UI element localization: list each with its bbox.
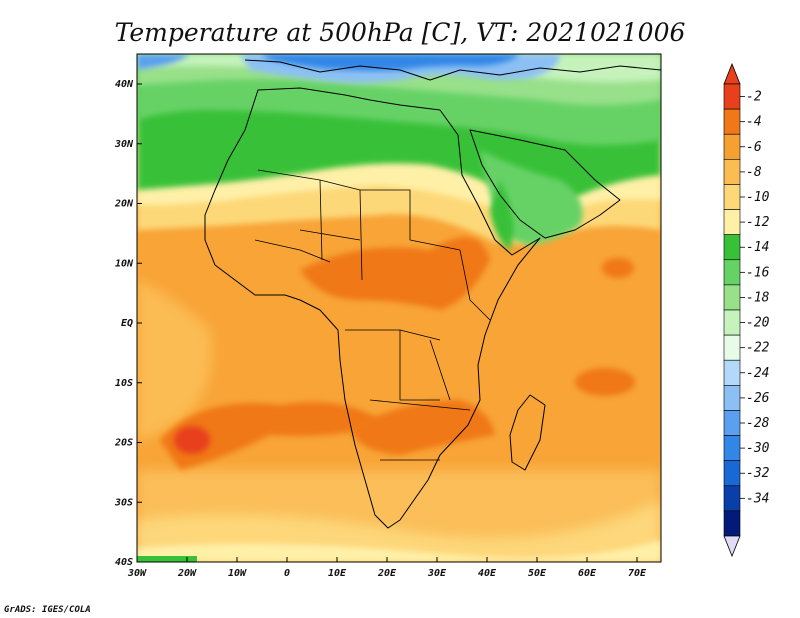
longitude-axis: 30W 20W 10W 0 10E 20E 30E 40E 50E 60E 70E bbox=[127, 557, 647, 579]
colorbar-label: -8 bbox=[746, 165, 762, 180]
lon-tick-label: 70E bbox=[628, 568, 647, 579]
lon-tick-label: 30W bbox=[127, 568, 147, 579]
lon-tick-label: 30E bbox=[427, 568, 447, 579]
lat-tick-label: 10N bbox=[115, 258, 134, 269]
colorbar-swatch bbox=[723, 485, 741, 512]
colorbar-label: -34 bbox=[746, 491, 769, 506]
africa-coastline bbox=[204, 87, 541, 529]
colorbar-label: -16 bbox=[746, 265, 770, 280]
lat-tick-label: 20S bbox=[114, 438, 133, 449]
lat-tick-label: 30S bbox=[114, 497, 133, 508]
chart-title: Temperature at 500hPa [C], VT: 202102100… bbox=[115, 18, 686, 47]
lon-tick-label: 10E bbox=[328, 568, 347, 579]
colorbar-label: -20 bbox=[746, 316, 770, 331]
field-north-darkblue bbox=[260, 54, 520, 71]
field-hot-atlantic bbox=[160, 402, 380, 470]
colorbar-swatch bbox=[723, 510, 741, 537]
colorbar-label: -26 bbox=[746, 391, 770, 406]
field-hot-southern-africa bbox=[350, 400, 495, 455]
colorbar-swatch bbox=[723, 410, 741, 436]
colorbar-label: -22 bbox=[746, 341, 770, 356]
lat-tick-label: 10S bbox=[115, 378, 133, 389]
colorbar-over-triangle bbox=[723, 62, 741, 85]
colorbar-swatch bbox=[723, 284, 741, 311]
field-south-paler bbox=[137, 540, 661, 562]
colorbar-label: -30 bbox=[746, 441, 770, 456]
arabia-outline bbox=[469, 129, 621, 239]
colorbar-label: -12 bbox=[746, 215, 770, 230]
colorbar-swatch bbox=[723, 234, 741, 261]
field-west-cool bbox=[137, 280, 212, 440]
map-frame bbox=[136, 53, 662, 563]
lon-tick-label: 50E bbox=[528, 568, 547, 579]
colorbar-swatch bbox=[723, 83, 741, 110]
colorbar-label: -10 bbox=[746, 190, 770, 205]
colorbar-swatch bbox=[723, 309, 741, 336]
lon-tick-label: 60E bbox=[578, 568, 597, 579]
colorbar-under-triangle bbox=[723, 535, 741, 558]
coastlines bbox=[204, 59, 661, 529]
colorbar-label: -18 bbox=[746, 290, 770, 305]
field-hot-indian-ocean bbox=[602, 258, 634, 278]
map-panel bbox=[137, 54, 661, 562]
colorbar-swatch bbox=[723, 159, 741, 185]
colorbar-swatch bbox=[723, 133, 741, 160]
colorbar-swatch bbox=[723, 108, 741, 135]
europe-coastline bbox=[244, 59, 661, 81]
field-hot-east-africa bbox=[300, 237, 490, 310]
colorbar-label: -6 bbox=[746, 140, 762, 155]
colorbar-swatch bbox=[723, 435, 741, 461]
colorbar-swatch bbox=[723, 385, 741, 411]
lon-tick-label: 40E bbox=[478, 568, 497, 579]
madagascar-outline bbox=[509, 394, 546, 471]
lat-tick-label: 30N bbox=[114, 139, 134, 150]
lon-tick-label: 0 bbox=[284, 568, 290, 579]
field-hot-madagascar-east bbox=[575, 368, 635, 396]
grads-credit: GrADS: IGES/COLA bbox=[4, 605, 91, 615]
lon-tick-label: 20E bbox=[377, 568, 397, 579]
field-redsea-green bbox=[490, 180, 514, 250]
lon-tick-label: 10W bbox=[228, 568, 247, 579]
colorbar-swatch bbox=[723, 334, 741, 361]
lat-tick-label: EQ bbox=[121, 318, 133, 329]
colorbar-label: -28 bbox=[746, 416, 770, 431]
lon-tick-label: 20W bbox=[177, 568, 197, 579]
colorbar-swatch bbox=[723, 184, 741, 210]
colorbar-swatch bbox=[723, 259, 741, 286]
colorbar-label: -14 bbox=[746, 240, 769, 255]
colorbar: -2 -4 -6 -8 -10 -12 -14 -16 -18 -20 -22 -24 -26 -28 -3… bbox=[723, 62, 770, 558]
colorbar-swatch bbox=[723, 359, 741, 386]
lat-tick-label: 40S bbox=[115, 557, 133, 568]
internal-borders bbox=[254, 169, 491, 461]
field-hot-atlantic-core bbox=[174, 426, 210, 454]
latitude-axis: 40N 30N 20N 10N EQ 10S 20S 30S 40S bbox=[114, 79, 142, 568]
colorbar-label: -32 bbox=[746, 466, 770, 481]
field-northwest-blue bbox=[137, 54, 190, 70]
colorbar-swatch bbox=[723, 460, 741, 487]
colorbar-label: -4 bbox=[746, 115, 762, 130]
colorbar-label: -24 bbox=[746, 366, 769, 381]
colorbar-label: -2 bbox=[746, 90, 762, 105]
colorbar-swatch bbox=[723, 209, 741, 235]
lat-tick-label: 20N bbox=[114, 199, 134, 210]
field-south-green-edge bbox=[137, 556, 197, 562]
lat-tick-label: 40N bbox=[115, 79, 134, 90]
